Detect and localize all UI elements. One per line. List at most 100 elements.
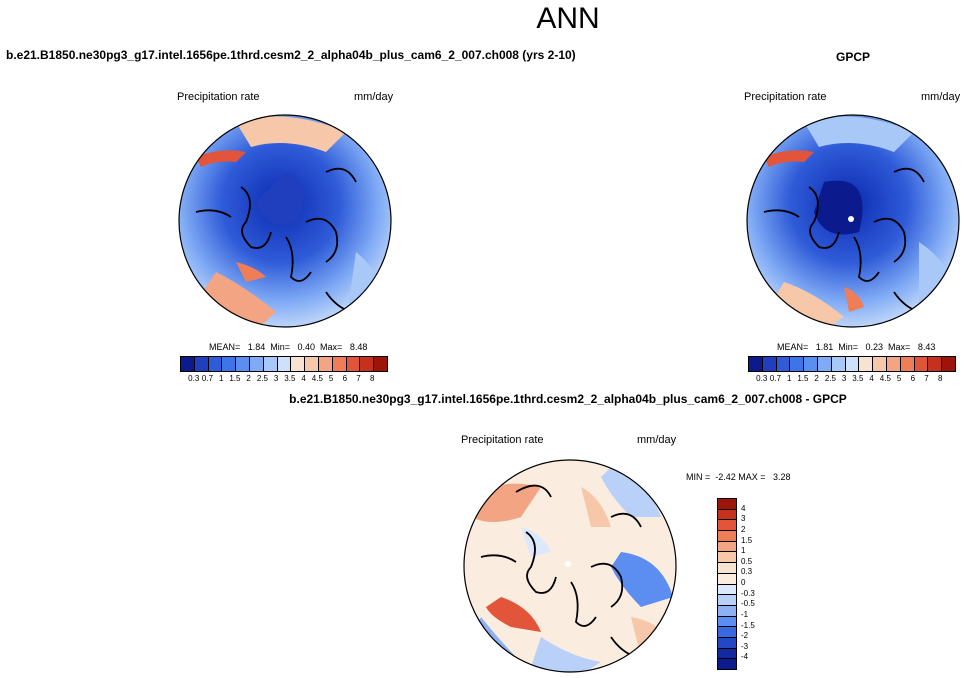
colorbar-tick-label: 5 — [328, 374, 334, 383]
obs-units-label: mm/day — [921, 91, 961, 103]
colorbar-tick-label: -0.3 — [741, 588, 755, 598]
colorbar-tick-label: 4.5 — [879, 374, 891, 383]
colorbar-swatch — [718, 499, 736, 510]
colorbar-swatch — [718, 520, 736, 532]
colorbar-tick-label: 4 — [741, 503, 746, 513]
colorbar-swatch — [718, 573, 736, 585]
colorbar-tick-label: 2.5 — [256, 374, 268, 383]
colorbar-tick-label: 0.3 — [741, 567, 753, 577]
colorbar-swatch — [305, 357, 319, 371]
colorbar-swatch — [886, 357, 901, 371]
diff-colorbar-ticks: 4 3 2 1.5 1 0.5 0.3 0 -0.3 -0.5 -1 -1.5 -2 -3 -4 — [741, 498, 771, 668]
colorbar-swatch — [928, 357, 943, 371]
colorbar-tick-label: -2 — [741, 631, 749, 641]
colorbar-tick-label: 1.5 — [741, 535, 753, 545]
colorbar-tick-label: 0 — [741, 578, 746, 587]
colorbar-swatch — [374, 357, 387, 371]
diff-units-label: mm/day — [637, 434, 677, 446]
colorbar-tick-label: 2 — [814, 374, 819, 383]
colorbar-tick-label: 3.5 — [852, 374, 864, 383]
colorbar-tick-label: -4 — [741, 652, 749, 662]
colorbar-tick-label: 4.5 — [311, 374, 323, 383]
colorbar-swatch — [817, 357, 832, 371]
colorbar-tick-label: 2.5 — [824, 374, 836, 383]
colorbar-tick-label: 6 — [342, 374, 348, 383]
colorbar-swatch — [831, 357, 846, 371]
colorbar-swatch — [762, 357, 777, 371]
colorbar-swatch — [718, 563, 736, 574]
colorbar-swatch — [718, 616, 736, 628]
colorbar-tick-label: 8 — [370, 374, 375, 383]
colorbar-swatch — [181, 357, 195, 371]
colorbar-tick-label: 0.7 — [769, 374, 782, 383]
colorbar-tick-label: 3 — [273, 374, 279, 383]
main-title: ANN — [536, 2, 600, 35]
colorbar-swatch — [277, 357, 292, 371]
colorbar-tick-label: 5 — [896, 374, 902, 383]
colorbar-swatch — [718, 659, 736, 669]
model-variable-label: Precipitation rate — [177, 91, 260, 103]
colorbar-swatch — [859, 357, 874, 371]
colorbar-swatch — [332, 357, 347, 371]
model-stats: MEAN= 1.84 Min= 0.40 Max= 8.48 — [209, 342, 368, 352]
colorbar-tick-label: 1.5 — [797, 374, 809, 383]
colorbar-tick-label: 2 — [741, 524, 746, 534]
model-colorbar — [180, 356, 388, 372]
colorbar-swatch — [249, 357, 264, 371]
colorbar-tick-label: 1 — [741, 546, 746, 556]
colorbar-tick-label: 3 — [741, 514, 746, 524]
obs-panel-title: GPCP — [836, 50, 871, 64]
diff-stats: MIN = -2.42 MAX = 3.28 — [686, 472, 791, 482]
colorbar-tick-label: 3 — [841, 374, 847, 383]
colorbar-swatch — [776, 357, 791, 371]
diff-variable-label: Precipitation rate — [461, 434, 544, 446]
colorbar-swatch — [845, 357, 860, 371]
colorbar-tick-label: 8 — [938, 374, 943, 383]
colorbar-tick-label: 0.3 — [188, 374, 200, 383]
model-units-label: mm/day — [354, 91, 394, 103]
colorbar-swatch — [718, 605, 736, 617]
colorbar-tick-label: -3 — [741, 641, 749, 651]
colorbar-swatch — [718, 584, 736, 596]
diff-colorbar — [717, 498, 737, 670]
colorbar-swatch — [804, 357, 818, 371]
diff-panel-title: b.e21.B1850.ne30pg3_g17.intel.1656pe.1th… — [289, 392, 847, 406]
colorbar-swatch — [718, 509, 736, 521]
colorbar-tick-label: 0.5 — [741, 556, 753, 566]
colorbar-swatch — [208, 357, 223, 371]
colorbar-swatch — [749, 357, 763, 371]
colorbar-swatch — [942, 357, 955, 371]
case-panel-title: b.e21.B1850.ne30pg3_g17.intel.1656pe.1th… — [6, 48, 576, 62]
colorbar-tick-label: 6 — [910, 374, 916, 383]
colorbar-tick-label: 2 — [246, 374, 251, 383]
colorbar-swatch — [318, 357, 333, 371]
obs-colorbar-ticks: 0.3 0.7 1 1.5 2 2.5 3 3.5 4 4.5 5 6 7 8 — [748, 374, 954, 384]
colorbar-swatch — [360, 357, 375, 371]
model-colorbar-ticks: 0.3 0.7 1 1.5 2 2.5 3 3.5 4 4.5 5 6 7 8 — [180, 374, 386, 384]
diff-polar-map — [463, 459, 677, 673]
colorbar-swatch — [236, 357, 250, 371]
colorbar-swatch — [222, 357, 237, 371]
colorbar-tick-label: 4 — [301, 374, 306, 383]
colorbar-swatch — [718, 531, 736, 542]
colorbar-tick-label: 7 — [924, 374, 929, 383]
colorbar-swatch — [873, 357, 887, 371]
colorbar-tick-label: 4 — [869, 374, 874, 383]
colorbar-tick-label: -1.5 — [741, 620, 755, 630]
colorbar-swatch — [900, 357, 915, 371]
obs-stats: MEAN= 1.81 Min= 0.23 Max= 8.43 — [777, 342, 936, 352]
colorbar-swatch — [718, 595, 736, 606]
obs-colorbar — [748, 356, 956, 372]
colorbar-swatch — [914, 357, 929, 371]
colorbar-swatch — [346, 357, 361, 371]
colorbar-tick-label: 1 — [786, 374, 792, 383]
obs-polar-map — [746, 114, 960, 328]
colorbar-swatch — [291, 357, 306, 371]
obs-variable-label: Precipitation rate — [744, 91, 827, 103]
colorbar-swatch — [718, 627, 736, 638]
colorbar-tick-label: 0.3 — [756, 374, 768, 383]
colorbar-swatch — [718, 637, 736, 649]
colorbar-swatch — [718, 541, 736, 553]
colorbar-swatch — [194, 357, 209, 371]
colorbar-tick-label: 1 — [218, 374, 224, 383]
